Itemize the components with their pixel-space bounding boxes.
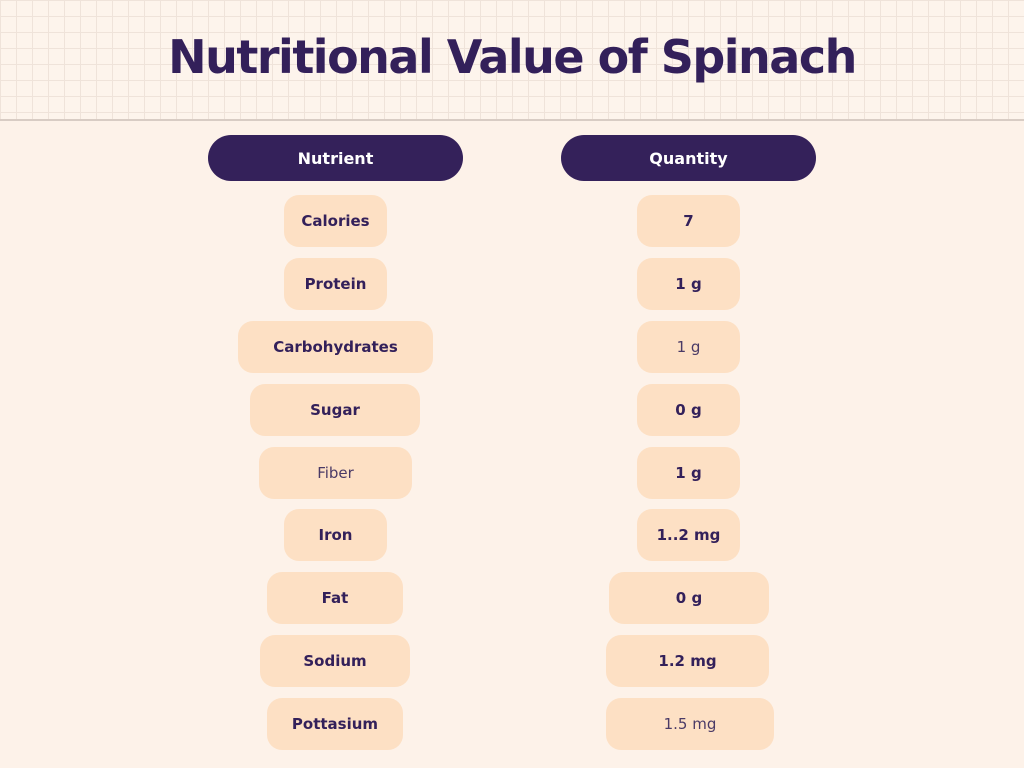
- header-band: Nutritional Value of Spinach: [0, 0, 1024, 121]
- quantity-cell: 0 g: [609, 572, 769, 624]
- nutrient-cell: Carbohydrates: [238, 321, 433, 373]
- quantity-cell: 1..2 mg: [637, 509, 740, 561]
- nutrient-cell: Iron: [284, 509, 387, 561]
- quantity-cell: 7: [637, 195, 740, 247]
- quantity-cell: 1 g: [637, 321, 740, 373]
- quantity-cell: 1 g: [637, 447, 740, 499]
- nutrient-cell: Sugar: [250, 384, 420, 436]
- nutrient-cell: Pottasium: [267, 698, 403, 750]
- nutrient-cell: Calories: [284, 195, 387, 247]
- nutrient-column-header: Nutrient: [208, 135, 463, 181]
- quantity-cell: 1.2 mg: [606, 635, 769, 687]
- nutrient-cell: Sodium: [260, 635, 410, 687]
- nutrient-cell: Protein: [284, 258, 387, 310]
- quantity-cell: 0 g: [637, 384, 740, 436]
- quantity-cell: 1.5 mg: [606, 698, 774, 750]
- nutrient-cell: Fat: [267, 572, 403, 624]
- quantity-column-header: Quantity: [561, 135, 816, 181]
- page-title: Nutritional Value of Spinach: [168, 30, 857, 84]
- quantity-cell: 1 g: [637, 258, 740, 310]
- nutrient-cell: Fiber: [259, 447, 412, 499]
